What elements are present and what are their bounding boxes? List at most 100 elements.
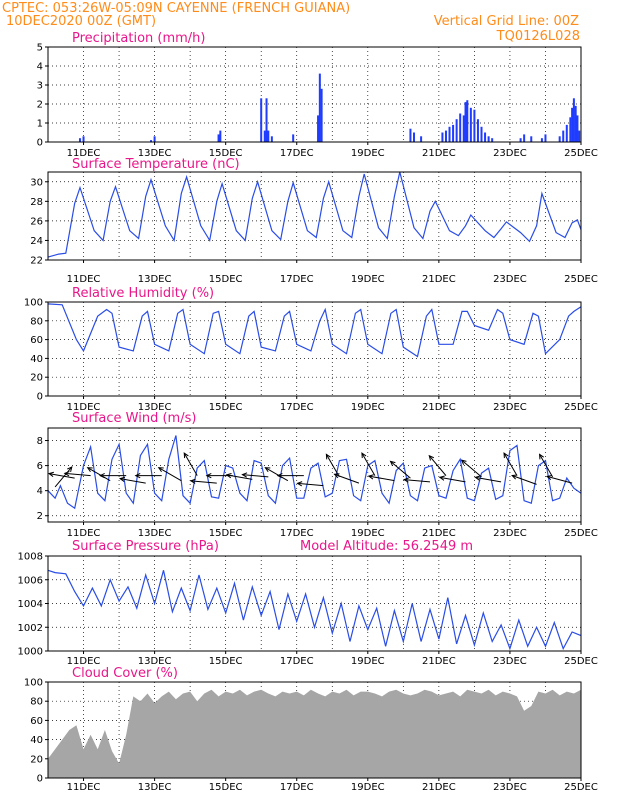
humidity-ytick-label: 60 (30, 335, 43, 346)
wind-arrow (63, 471, 91, 477)
temperature-xtick-label: 11DEC (67, 274, 101, 285)
wind-title: Surface Wind (m/s) (72, 411, 196, 426)
cloud-ytick-label: 60 (30, 716, 43, 727)
precip-bar (578, 130, 581, 142)
header-location: CPTEC: 053:26W-05:09N CAYENNE (FRENCH GU… (2, 1, 350, 16)
pressure-xtick-label: 19DEC (351, 656, 385, 667)
cloud-ytick-label: 40 (30, 735, 43, 746)
temperature-ytick-label: 22 (30, 256, 43, 267)
temperature-xtick-label: 21DEC (422, 274, 456, 285)
temperature-frame (47, 171, 582, 261)
precip-bar (558, 136, 561, 142)
pressure-panel: 1000 1002 1004 1006 1008 11DEC 13DEC 15DEC 17DEC… (18, 539, 598, 667)
precip-bar (78, 138, 81, 142)
cloud-ytick-label: 80 (30, 697, 43, 708)
humidity-ytick-label: 100 (24, 298, 43, 309)
humidity-panel: 0 20 40 60 80 100 11DEC 13DEC 15DEC 17DEC 19DEC 21D… (24, 286, 598, 413)
header-model-id: TQ0126L028 (496, 29, 580, 44)
wind-panel: 2 4 6 8 11DEC 13DEC 15DEC 17DEC 19DEC 21DEC 23DEC 2… (37, 411, 598, 539)
pressure-series-line (47, 569, 582, 651)
precip-bar (452, 124, 455, 142)
pressure-xtick-label: 11DEC (67, 656, 101, 667)
cloud-ytick-label: 100 (24, 678, 43, 689)
pressure-ytick-label: 1000 (18, 647, 43, 658)
wind-arrow (333, 473, 360, 484)
pressure-xtick-label: 21DEC (422, 656, 456, 667)
cloud-area (48, 689, 581, 778)
precip-bar (420, 136, 423, 142)
temperature-ytick-label: 30 (30, 177, 43, 188)
temperature-xtick-label: 15DEC (209, 274, 243, 285)
precip-bar (318, 73, 321, 142)
wind-ytick-label: 6 (37, 461, 43, 472)
pressure-xtick-label: 15DEC (209, 656, 243, 667)
pressure-annotation: Model Altitude: 56.2549 m (300, 539, 473, 554)
precip-xtick-label: 17DEC (280, 148, 314, 159)
wind-arrow (361, 452, 376, 476)
wind-xtick-label: 11DEC (67, 528, 101, 539)
wind-arrow (189, 478, 217, 484)
humidity-xtick-label: 13DEC (138, 402, 172, 413)
pressure-ytick-label: 1008 (18, 552, 43, 563)
precip-panel: 0 1 2 3 4 5 11DEC 13DEC 15DEC 17DEC 19DEC 21DEC 23DE… (37, 31, 598, 159)
humidity-xtick-label: 23DEC (493, 402, 527, 413)
precip-bar (487, 136, 490, 142)
humidity-xtick-label: 21DEC (422, 402, 456, 413)
wind-arrow (99, 473, 127, 479)
wind-arrow (402, 477, 431, 483)
precip-bar (473, 109, 476, 142)
cloud-xtick-label: 21DEC (422, 782, 456, 793)
wind-arrow (503, 452, 518, 476)
cloud-panel: 0 20 40 60 80 100 11DEC 13DEC 15DEC 17DEC 19DEC 21D… (24, 666, 598, 793)
wind-arrow (54, 466, 73, 488)
wind-arrow (325, 453, 340, 478)
cloud-ytick-label: 0 (37, 774, 43, 785)
precip-ytick-label: 1 (37, 119, 43, 130)
cloud-xtick-label: 19DEC (351, 782, 385, 793)
precip-frame (47, 46, 582, 143)
precip-bar (523, 134, 526, 142)
humidity-frame (47, 301, 582, 397)
precip-xtick-label: 21DEC (422, 148, 456, 159)
precip-bar (576, 115, 579, 142)
precip-xtick-label: 25DEC (564, 148, 598, 159)
wind-arrow (296, 481, 324, 487)
precip-xtick-label: 13DEC (138, 148, 172, 159)
header-run-date: 10DEC2020 00Z (GMT) (6, 14, 156, 29)
precip-bar (270, 136, 273, 142)
precip-bar (540, 138, 543, 142)
wind-xtick-label: 13DEC (138, 528, 172, 539)
precip-xtick-label: 15DEC (209, 148, 243, 159)
temperature-xtick-label: 23DEC (493, 274, 527, 285)
wind-arrow (183, 452, 198, 476)
wind-arrow (225, 473, 253, 480)
precip-bar (466, 100, 469, 142)
wind-arrow (134, 473, 162, 479)
wind-arrow (438, 475, 466, 483)
precip-bar (462, 115, 465, 142)
precip-bar (459, 113, 462, 142)
wind-arrow (241, 472, 269, 478)
wind-arrow (474, 475, 502, 483)
precip-ytick-label: 3 (37, 81, 43, 92)
temperature-xtick-label: 17DEC (280, 274, 314, 285)
precip-bar (484, 132, 487, 142)
precip-bar (320, 88, 323, 142)
wind-arrow (511, 474, 537, 485)
humidity-xtick-label: 15DEC (209, 402, 243, 413)
precip-xtick-label: 11DEC (67, 148, 101, 159)
humidity-series-line (47, 303, 582, 358)
precip-bar (562, 130, 565, 142)
wind-ytick-label: 8 (37, 436, 43, 447)
cloud-xtick-label: 25DEC (564, 782, 598, 793)
temperature-panel: 22 24 26 28 30 11DEC 13DEC 15DEC 17DEC 19DEC 21DEC… (30, 157, 598, 285)
precip-bar (260, 98, 263, 142)
precip-bar (409, 128, 412, 142)
cloud-ytick-label: 20 (30, 754, 43, 765)
temperature-series-line (47, 171, 582, 258)
precip-bar (569, 117, 572, 142)
precip-bar (544, 134, 547, 142)
precip-ytick-label: 4 (37, 62, 43, 73)
precip-bar (267, 130, 270, 142)
precip-bar (476, 119, 479, 142)
